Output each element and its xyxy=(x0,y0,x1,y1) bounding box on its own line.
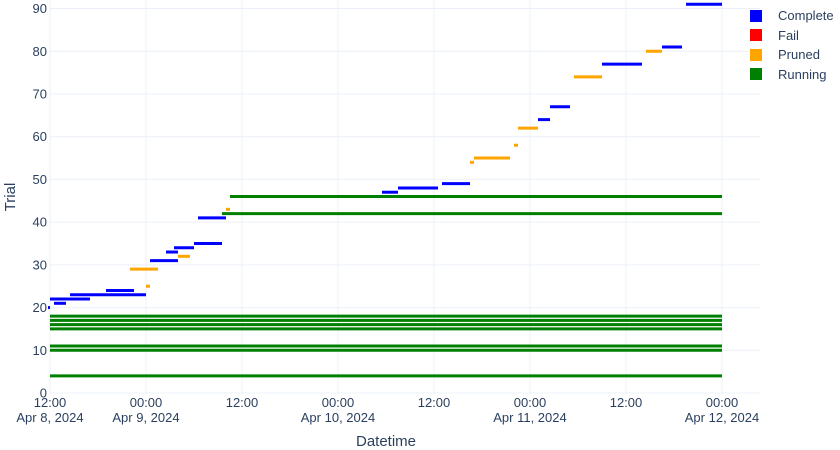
legend-swatch xyxy=(750,68,762,81)
x-tick-label: 12:00 xyxy=(226,395,259,410)
y-tick-label: 40 xyxy=(33,215,47,230)
y-tick-label: 90 xyxy=(33,1,47,16)
x-tick-label: 00:00 xyxy=(322,395,355,410)
legend-swatch xyxy=(750,48,762,61)
y-tick-label: 20 xyxy=(33,300,47,315)
x-tick-label: 00:00 xyxy=(706,395,739,410)
y-tick-label: 80 xyxy=(33,44,47,59)
y-tick-label: 60 xyxy=(33,129,47,144)
legend-label: Running xyxy=(778,66,827,82)
y-tick-label: 0 xyxy=(40,386,47,401)
legend-item-pruned[interactable]: Pruned xyxy=(748,45,834,65)
y-tick-label: 30 xyxy=(33,257,47,272)
x-tick-date-label: Apr 8, 2024 xyxy=(16,410,83,425)
legend-swatch xyxy=(750,9,762,22)
x-tick-label: 12:00 xyxy=(610,395,643,410)
chart-marks xyxy=(48,2,722,378)
legend-item-fail[interactable]: Fail xyxy=(748,26,834,46)
x-tick-date-label: Apr 10, 2024 xyxy=(301,410,375,425)
y-tick-label: 70 xyxy=(33,86,47,101)
legend-label: Fail xyxy=(778,27,799,43)
legend-label: Complete xyxy=(778,8,834,24)
x-tick-date-label: Apr 11, 2024 xyxy=(493,410,566,425)
y-tick-label: 10 xyxy=(33,343,47,358)
x-tick-label: 12:00 xyxy=(34,395,67,410)
y-tick-labels: 0 10 20 30 40 50 60 70 80 90 xyxy=(33,1,47,400)
legend-label: Pruned xyxy=(778,47,820,63)
legend-swatch xyxy=(750,29,762,42)
x-tick-date-label: Apr 12, 2024 xyxy=(685,410,759,425)
x-axis-title: Datetime xyxy=(356,433,416,450)
y-axis-title: Trial xyxy=(2,183,19,212)
x-tick-label: 12:00 xyxy=(418,395,451,410)
legend-item-running[interactable]: Running xyxy=(748,65,834,85)
x-tick-label: 00:00 xyxy=(514,395,547,410)
legend: Complete Fail Pruned Running xyxy=(748,6,834,84)
y-tick-label: 50 xyxy=(33,172,47,187)
legend-item-complete[interactable]: Complete xyxy=(748,6,834,26)
x-tick-label: 00:00 xyxy=(130,395,163,410)
x-tick-date-label: Apr 9, 2024 xyxy=(112,410,179,425)
